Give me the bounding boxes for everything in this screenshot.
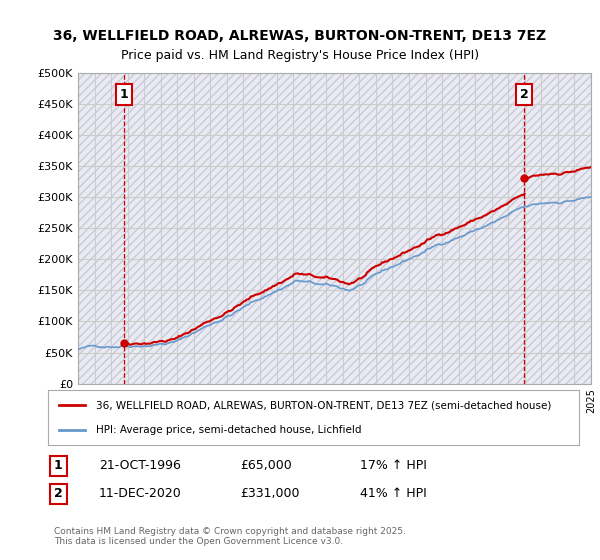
Text: 1: 1 (120, 88, 129, 101)
Text: 36, WELLFIELD ROAD, ALREWAS, BURTON-ON-TRENT, DE13 7EZ: 36, WELLFIELD ROAD, ALREWAS, BURTON-ON-T… (53, 29, 547, 44)
Text: 21-OCT-1996: 21-OCT-1996 (99, 459, 181, 473)
Text: 36, WELLFIELD ROAD, ALREWAS, BURTON-ON-TRENT, DE13 7EZ (semi-detached house): 36, WELLFIELD ROAD, ALREWAS, BURTON-ON-T… (96, 400, 551, 410)
Text: 17% ↑ HPI: 17% ↑ HPI (360, 459, 427, 473)
Text: Price paid vs. HM Land Registry's House Price Index (HPI): Price paid vs. HM Land Registry's House … (121, 49, 479, 63)
Text: HPI: Average price, semi-detached house, Lichfield: HPI: Average price, semi-detached house,… (96, 426, 361, 435)
Text: 1: 1 (54, 459, 63, 473)
Text: £331,000: £331,000 (240, 487, 299, 501)
Text: 2: 2 (54, 487, 63, 501)
Text: Contains HM Land Registry data © Crown copyright and database right 2025.
This d: Contains HM Land Registry data © Crown c… (54, 526, 406, 546)
Text: 2: 2 (520, 88, 529, 101)
Text: £65,000: £65,000 (240, 459, 292, 473)
Text: 11-DEC-2020: 11-DEC-2020 (99, 487, 182, 501)
Text: 41% ↑ HPI: 41% ↑ HPI (360, 487, 427, 501)
